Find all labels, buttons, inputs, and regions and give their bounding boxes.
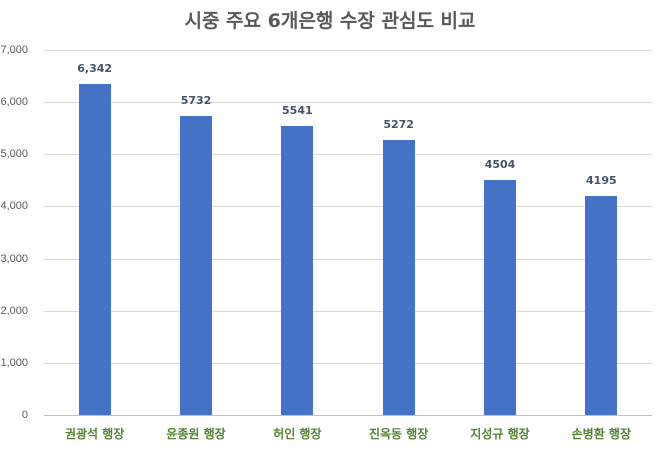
- x-category-label: 권광석 행장: [64, 427, 125, 441]
- data-label: 4195: [586, 174, 617, 188]
- y-tick-label: 1,000: [0, 357, 28, 369]
- bar: [281, 126, 314, 415]
- data-label: 5272: [383, 118, 414, 132]
- bar: [585, 196, 618, 415]
- x-category-label: 진옥동 행장: [368, 427, 429, 441]
- gridline-5000: [44, 154, 652, 155]
- data-label: 4504: [484, 158, 516, 172]
- data-label: 5541: [282, 104, 313, 118]
- y-tick-label: 3,000: [0, 253, 28, 265]
- plot-area: 7,000 6,000 5,000 4,000 3,000 2,000 1,00…: [0, 44, 652, 421]
- x-axis-line: [44, 415, 652, 416]
- data-label: 6,342: [77, 62, 113, 76]
- bar: [484, 180, 516, 415]
- gridline-6000: [44, 102, 652, 103]
- bar: [382, 140, 415, 415]
- y-tick-label: 2,000: [0, 305, 28, 317]
- y-tick-label: 7,000: [0, 44, 28, 56]
- y-tick-label: 4,000: [0, 200, 28, 212]
- chart-title: 시중 주요 6개은행 수장 관심도 비교: [184, 10, 476, 32]
- data-label: 5732: [180, 94, 212, 108]
- x-category-label: 지성규 행장: [470, 427, 530, 441]
- y-tick-label: 6,000: [0, 96, 28, 108]
- x-category-label: 윤종원 행장: [166, 427, 226, 441]
- y-tick-label: 0: [21, 409, 28, 421]
- x-category-label: 손병환 행장: [571, 427, 632, 441]
- gridline-7000: [44, 50, 652, 51]
- x-category-label: 허인 행장: [273, 427, 322, 441]
- bar: [180, 116, 212, 415]
- bar: [78, 84, 111, 415]
- gridline-1000: [44, 363, 652, 364]
- y-tick-label: 5,000: [0, 148, 28, 160]
- gridline-3000: [44, 259, 652, 260]
- gridline-2000: [44, 311, 652, 312]
- gridline-4000: [44, 206, 652, 207]
